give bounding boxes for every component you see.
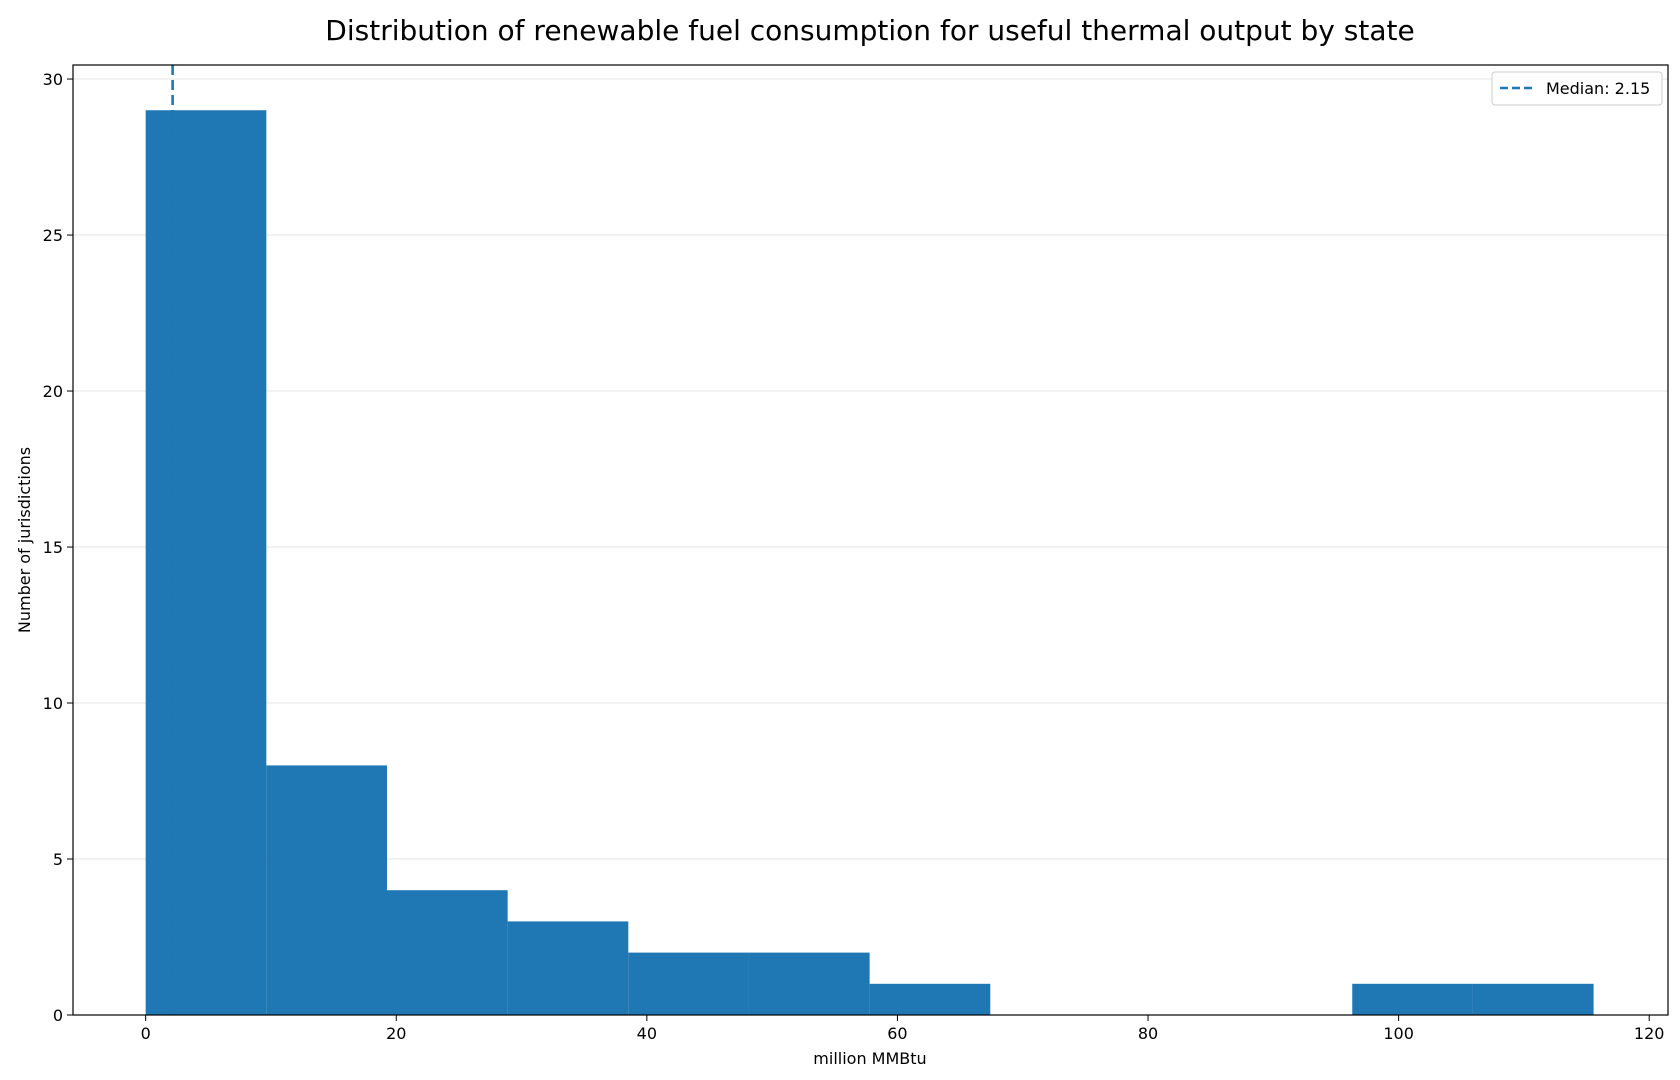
x-tick-label: 100	[1383, 1024, 1414, 1043]
chart-title: Distribution of renewable fuel consumpti…	[325, 14, 1414, 47]
legend-label-median: Median: 2.15	[1546, 79, 1650, 98]
plot-frame	[72, 64, 1669, 1016]
histogram-bar	[628, 952, 749, 1015]
y-tick-label: 0	[53, 1006, 63, 1025]
histogram-bar	[1472, 983, 1594, 1015]
y-tick-label: 25	[43, 226, 63, 245]
x-tick-label: 40	[637, 1024, 657, 1043]
x-axis-label: million MMBtu	[813, 1049, 926, 1068]
histogram-bar	[748, 952, 870, 1015]
y-tick-label: 5	[53, 850, 63, 869]
y-tick-label: 10	[43, 694, 63, 713]
y-axis-label: Number of jurisdictions	[15, 447, 34, 633]
y-tick-label: 20	[43, 382, 63, 401]
legend-box	[1491, 71, 1663, 106]
x-tick-label: 20	[386, 1024, 406, 1043]
y-tick-label: 15	[43, 538, 63, 557]
histogram-bar	[145, 110, 267, 1015]
x-tick-label: 120	[1634, 1024, 1665, 1043]
x-tick-label: 80	[1138, 1024, 1158, 1043]
x-axis-ticks: 0 20 40 60 80 100 120	[141, 1015, 1665, 1043]
histogram-bar	[869, 983, 991, 1015]
x-tick-label: 0	[141, 1024, 151, 1043]
x-tick-label: 60	[887, 1024, 907, 1043]
histogram-bar	[507, 921, 629, 1015]
histogram-bar	[1352, 983, 1473, 1015]
y-tick-label: 30	[43, 70, 63, 89]
histogram-bar	[266, 765, 387, 1015]
histogram-bar	[386, 890, 508, 1015]
legend: Median: 2.15	[1491, 71, 1663, 106]
y-axis-ticks: 0 5 10 15 20 25 30	[43, 70, 73, 1025]
histogram-bars	[145, 110, 1594, 1015]
